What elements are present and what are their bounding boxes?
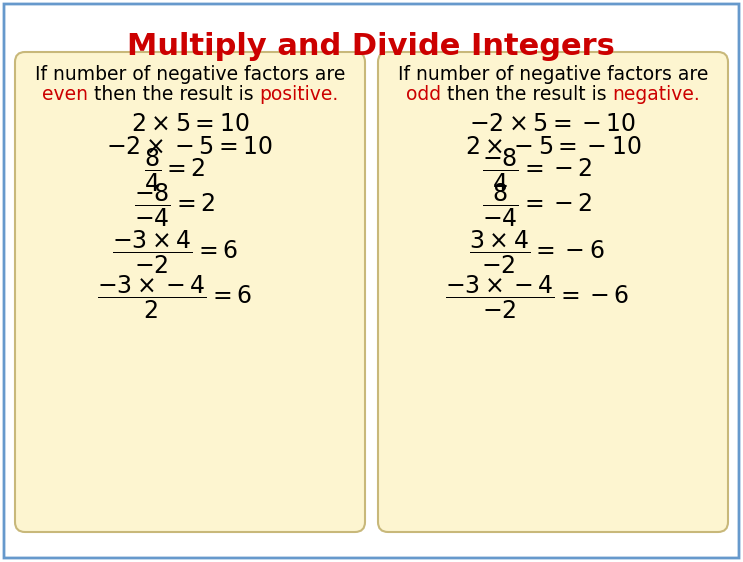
Text: $\dfrac{-3\times-4}{2}=6$: $\dfrac{-3\times-4}{2}=6$	[97, 273, 253, 321]
Text: $\dfrac{-8}{-4}=2$: $\dfrac{-8}{-4}=2$	[134, 182, 215, 229]
FancyBboxPatch shape	[378, 52, 728, 532]
Text: negative.: negative.	[612, 84, 700, 103]
Text: $\dfrac{-3\times4}{-2}=6$: $\dfrac{-3\times4}{-2}=6$	[112, 228, 239, 276]
Text: then the result is: then the result is	[441, 84, 612, 103]
FancyBboxPatch shape	[4, 4, 739, 558]
Text: $2\times-5=-10$: $2\times-5=-10$	[465, 135, 641, 159]
Text: then the result is: then the result is	[88, 84, 259, 103]
Text: $-2\times-5=10$: $-2\times-5=10$	[106, 135, 273, 159]
Text: $\dfrac{3\times4}{-2}=-6$: $\dfrac{3\times4}{-2}=-6$	[470, 228, 605, 276]
Text: If number of negative factors are: If number of negative factors are	[398, 65, 708, 84]
Text: $\dfrac{-8}{4}=-2$: $\dfrac{-8}{4}=-2$	[481, 146, 592, 194]
Text: $\dfrac{8}{-4}=-2$: $\dfrac{8}{-4}=-2$	[481, 182, 592, 229]
Text: $\dfrac{8}{4}=2$: $\dfrac{8}{4}=2$	[144, 146, 206, 194]
Text: $\dfrac{-3\times-4}{-2}=-6$: $\dfrac{-3\times-4}{-2}=-6$	[445, 273, 629, 321]
Text: $-2\times5=-10$: $-2\times5=-10$	[470, 112, 637, 136]
Text: odd: odd	[406, 84, 441, 103]
Text: If number of negative factors are: If number of negative factors are	[35, 65, 345, 84]
Text: positive.: positive.	[259, 84, 339, 103]
FancyBboxPatch shape	[15, 52, 365, 532]
Text: $2\times5=10$: $2\times5=10$	[131, 112, 249, 136]
Text: Multiply and Divide Integers: Multiply and Divide Integers	[127, 32, 615, 61]
Text: even: even	[42, 84, 88, 103]
